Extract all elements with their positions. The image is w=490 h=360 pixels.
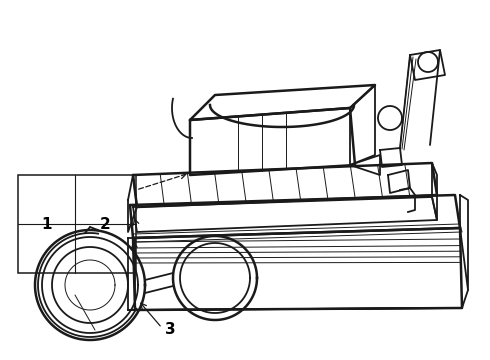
Text: 3: 3 (165, 323, 175, 338)
Text: 1: 1 (41, 216, 51, 231)
Bar (18, 175, 136, 273)
Text: 2: 2 (100, 216, 111, 231)
